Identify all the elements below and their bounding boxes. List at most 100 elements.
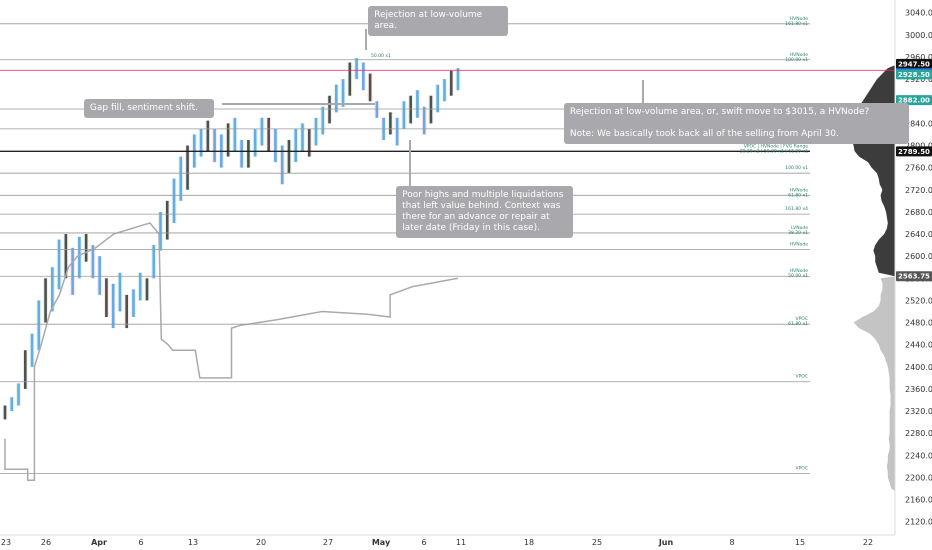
- price-bar: [159, 211, 162, 251]
- level-label: VPOC: [796, 316, 808, 322]
- level-label: HVNode: [790, 187, 808, 193]
- level-label: HVNode: [790, 16, 808, 22]
- price-tag-label: 2789.50: [898, 148, 930, 156]
- price-bar: [78, 236, 81, 279]
- x-tick-label: Jun: [658, 538, 674, 547]
- annotation-callout: Gap fill, sentiment shift.: [83, 98, 215, 118]
- x-tick-label: 22: [863, 538, 873, 547]
- price-bar: [375, 101, 379, 118]
- y-tick-label: 2920.00: [905, 75, 932, 84]
- y-tick-label: 2480.00: [905, 319, 932, 328]
- y-tick-label: 2280.00: [905, 429, 932, 438]
- price-bar: [314, 117, 318, 146]
- price-bar: [226, 123, 230, 157]
- x-tick-label: 26: [41, 538, 51, 547]
- price-bar: [301, 123, 304, 152]
- price-bar: [138, 272, 142, 301]
- price-bar: [132, 289, 135, 318]
- price-bar: [152, 245, 156, 279]
- y-tick-label: 2800.00: [905, 142, 932, 151]
- price-tag-label: 2947.50: [898, 60, 930, 68]
- x-tick-label: 8: [729, 538, 734, 547]
- price-bar: [17, 383, 20, 406]
- price-bar: [233, 117, 237, 152]
- price-bar: [321, 106, 325, 135]
- y-tick-label: 2840.00: [905, 119, 932, 128]
- small-label: 50.00 x1: [371, 53, 391, 59]
- level-sublabel: 61.80 x1: [788, 321, 808, 327]
- price-bar: [186, 145, 189, 190]
- y-tick-label: 2600.00: [905, 252, 932, 261]
- price-bar: [125, 294, 129, 329]
- level-label: HVNode: [790, 52, 808, 58]
- level-label: VPOC: [796, 466, 808, 472]
- price-bar: [71, 247, 74, 295]
- price-bar: [334, 84, 338, 113]
- price-tag-label: 2928.50: [898, 71, 930, 79]
- vwap-line: [4, 222, 459, 481]
- x-tick-label: 6: [421, 538, 426, 547]
- price-bar: [30, 333, 34, 367]
- price-bar: [362, 62, 365, 91]
- price-tag: [896, 95, 932, 106]
- price-bar: [274, 128, 277, 163]
- y-tick-label: 2160.00: [905, 496, 932, 505]
- price-bar: [51, 267, 54, 312]
- level-label: HVNode: [790, 242, 808, 248]
- price-bar: [307, 128, 311, 157]
- x-tick-label: Apr: [91, 538, 107, 547]
- price-bar: [429, 95, 433, 124]
- x-tick-label: 20: [256, 538, 266, 547]
- y-axis: 3040.003000.002960.002920.002880.002840.…: [894, 0, 932, 535]
- y-tick-label: 2760.00: [905, 164, 932, 173]
- price-bar: [389, 112, 392, 135]
- level-sublabel: 61.80 x1: [788, 192, 808, 198]
- level-sublabel: 100.00 x1: [785, 57, 808, 63]
- x-tick-label: 15: [795, 538, 805, 547]
- price-bar: [118, 272, 122, 312]
- price-bar: [57, 239, 61, 290]
- price-tag: [896, 58, 932, 69]
- y-tick-label: 2400.00: [905, 363, 932, 372]
- price-tags: 2947.502930.502928.502882.002789.502563.…: [896, 58, 932, 282]
- price-bar: [206, 120, 210, 152]
- price-bar: [165, 200, 169, 240]
- x-tick-label: 27: [323, 538, 333, 547]
- level-label: HVNode: [790, 268, 808, 274]
- x-tick-label: May: [372, 538, 391, 547]
- price-bar: [355, 58, 358, 80]
- price-bar: [3, 405, 7, 420]
- price-bar: [91, 245, 95, 279]
- price-bar: [341, 79, 345, 107]
- x-axis: 23 26 Apr 6 13 20 27 May 6 11 18 25 Jun 8 15 22: [0, 534, 895, 547]
- price-bar: [287, 139, 291, 174]
- price-bar: [328, 95, 331, 124]
- y-tick-label: 2320.00: [905, 407, 932, 416]
- price-bar: [37, 300, 41, 351]
- y-tick-label: 2520.00: [905, 296, 932, 305]
- price-bar: [409, 95, 412, 124]
- price-bar: [436, 84, 440, 113]
- annotation-callout: Rejection at low-volume area.: [368, 6, 508, 37]
- x-tick-label: 23: [1, 538, 11, 547]
- price-bar: [395, 117, 399, 146]
- level-sublabel: 38.20 x2 | 50.00 x1 | 61.80 x1: [740, 148, 808, 154]
- price-bar: [456, 68, 460, 91]
- price-bar: [449, 70, 453, 96]
- price-bar: [416, 90, 419, 118]
- price-bar: [105, 278, 108, 318]
- price-bar: [402, 101, 406, 129]
- price-bar: [44, 278, 47, 323]
- level-label: 100.00 x1: [785, 165, 808, 171]
- annotation-callout: Rejection at low-volume area, or, swift …: [563, 102, 909, 144]
- level-sublabel: 50.00 x1: [788, 273, 808, 279]
- price-bar: [422, 106, 426, 135]
- price-tag-label: 2563.75: [898, 273, 930, 281]
- price-bar: [253, 128, 257, 157]
- profile-value-area: [851, 65, 895, 277]
- price-bar: [348, 62, 352, 96]
- price-bar: [267, 117, 270, 152]
- price-bar: [111, 283, 115, 329]
